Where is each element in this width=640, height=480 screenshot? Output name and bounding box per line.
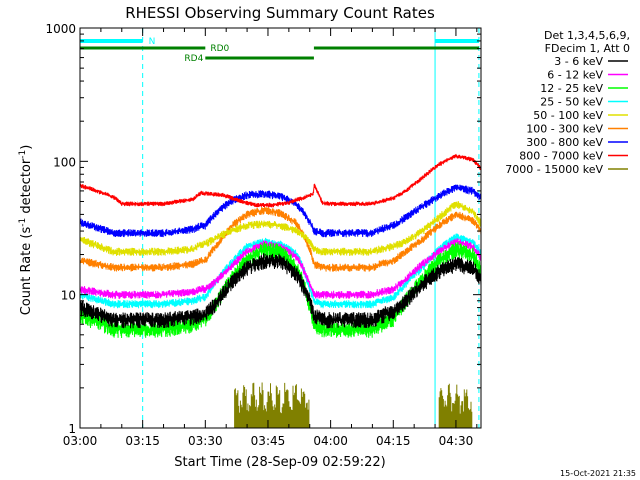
chart-title: RHESSI Observing Summary Count Rates (125, 4, 435, 22)
rd4-label: RD4 (184, 54, 203, 64)
x-tick-label: 03:30 (188, 434, 223, 448)
legend-label: 800 - 7000 keV (519, 150, 603, 163)
legend-label: 100 - 300 keV (526, 123, 603, 136)
n-label: N (149, 37, 156, 47)
series-100-300-kev (79, 206, 482, 272)
x-tick-label: 04:30 (439, 434, 474, 448)
x-tick-label: 04:15 (376, 434, 411, 448)
legend-label: 6 - 12 keV (547, 69, 603, 82)
y-tick-label: 1 (68, 422, 76, 436)
axis-ticks: 03:00 03:15 03:30 03:45 04:00 04:15 04:30 1 10 10… (45, 22, 481, 448)
y-tick-label: 1000 (45, 22, 76, 36)
legend-label: 300 - 800 keV (526, 136, 603, 149)
legend-label: 7000 - 15000 keV (505, 163, 603, 176)
legend-label: 3 - 6 keV (554, 55, 603, 68)
legend-label: 12 - 25 keV (540, 82, 603, 95)
legend-label: 50 - 100 keV (533, 109, 603, 122)
x-axis-label: Start Time (28-Sep-09 02:59:22) (174, 455, 385, 470)
x-tick-label: 04:00 (313, 434, 348, 448)
series-7000-15000-kev (234, 382, 473, 428)
footer-timestamp: 15-Oct-2021 21:35 (560, 469, 636, 478)
series-25-50-kev (79, 233, 482, 309)
series-group (79, 153, 482, 428)
legend-header: Det 1,3,4,5,6,9, (544, 29, 630, 42)
y-axis-label: Count Rate (s-1 detector-1) (18, 145, 34, 316)
series-800-7000-kev (79, 153, 482, 208)
y-tick-label: 10 (61, 289, 76, 303)
series-3-6-kev (79, 253, 482, 329)
x-tick-label: 03:15 (125, 434, 160, 448)
x-tick-label: 03:45 (251, 434, 286, 448)
legend-header: FDecim 1, Att 0 (545, 42, 630, 55)
series-50-100-kev (79, 201, 482, 256)
legend-label: 25 - 50 keV (540, 96, 603, 109)
attenuator-markers: N RD0 RD4 (79, 28, 480, 428)
legend: Det 1,3,4,5,6,9,FDecim 1, Att 03 - 6 keV… (505, 29, 630, 176)
plot-frame (79, 27, 482, 429)
y-tick-label: 100 (53, 155, 76, 169)
series-300-800-kev (79, 184, 482, 238)
x-tick-label: 03:00 (63, 434, 98, 448)
rd0-label: RD0 (210, 44, 229, 54)
